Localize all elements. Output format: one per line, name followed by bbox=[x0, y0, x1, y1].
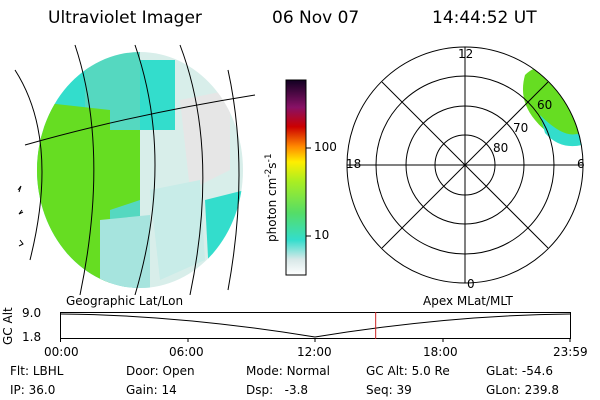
mlat-label-70: 70 bbox=[513, 121, 529, 135]
mlat-label-80: 80 bbox=[493, 141, 509, 155]
intensity-colorbar bbox=[285, 79, 311, 276]
door-readout: Door: Open bbox=[126, 364, 195, 378]
geo-lat-readout: GLat: -54.6 bbox=[486, 364, 553, 378]
colorbar-tick-10: 10 bbox=[314, 228, 330, 242]
orbit-altitude-strip bbox=[60, 312, 571, 342]
time-tick-0600: 06:00 bbox=[169, 345, 204, 359]
dsp-readout: Dsp: -3.8 bbox=[246, 383, 309, 397]
gain-readout: Gain: 14 bbox=[126, 383, 177, 397]
time-tick-0000: 00:00 bbox=[44, 345, 79, 359]
filter-readout: Flt: LBHL bbox=[10, 364, 64, 378]
time-tick-1200: 12:00 bbox=[297, 345, 332, 359]
altitude-axis-label: GC Alt bbox=[1, 307, 15, 345]
altitude-tick-high: 9.0 bbox=[22, 306, 42, 320]
mlat-label-60: 60 bbox=[537, 98, 553, 112]
geographic-image-panel bbox=[14, 44, 256, 295]
colorbar-ramp bbox=[285, 79, 307, 276]
mlt-label-midnight: 0 bbox=[467, 277, 475, 291]
polar-mlt-plot bbox=[346, 46, 584, 284]
time-readout: 14:44:52 UT bbox=[432, 8, 537, 28]
ip-readout: IP: 36.0 bbox=[10, 383, 56, 397]
mlt-label-dawn: 6 bbox=[577, 157, 585, 171]
apex-coords-title: Apex MLat/MLT bbox=[423, 294, 513, 308]
geo-lon-readout: GLon: 239.8 bbox=[486, 383, 559, 397]
mode-readout: Mode: Normal bbox=[246, 364, 330, 378]
colorbar-tick-100: 100 bbox=[314, 140, 337, 154]
mlt-label-noon: 12 bbox=[458, 47, 474, 61]
window-title: Ultraviolet Imager bbox=[48, 8, 202, 28]
altitude-tick-low: 1.8 bbox=[22, 330, 42, 344]
time-tick-1800: 18:00 bbox=[423, 345, 458, 359]
gc-altitude-readout: GC Alt: 5.0 Re bbox=[366, 364, 450, 378]
colorbar-unit-label: photon cm-2s-1 bbox=[264, 153, 279, 242]
altitude-curve bbox=[60, 313, 571, 338]
sequence-readout: Seq: 39 bbox=[366, 383, 412, 397]
coastline-mark bbox=[17, 185, 24, 247]
time-tick-2359: 23:59 bbox=[553, 345, 588, 359]
geographic-coords-title: Geographic Lat/Lon bbox=[66, 294, 184, 308]
date-readout: 06 Nov 07 bbox=[272, 8, 360, 28]
mlt-label-dusk: 18 bbox=[346, 157, 362, 171]
